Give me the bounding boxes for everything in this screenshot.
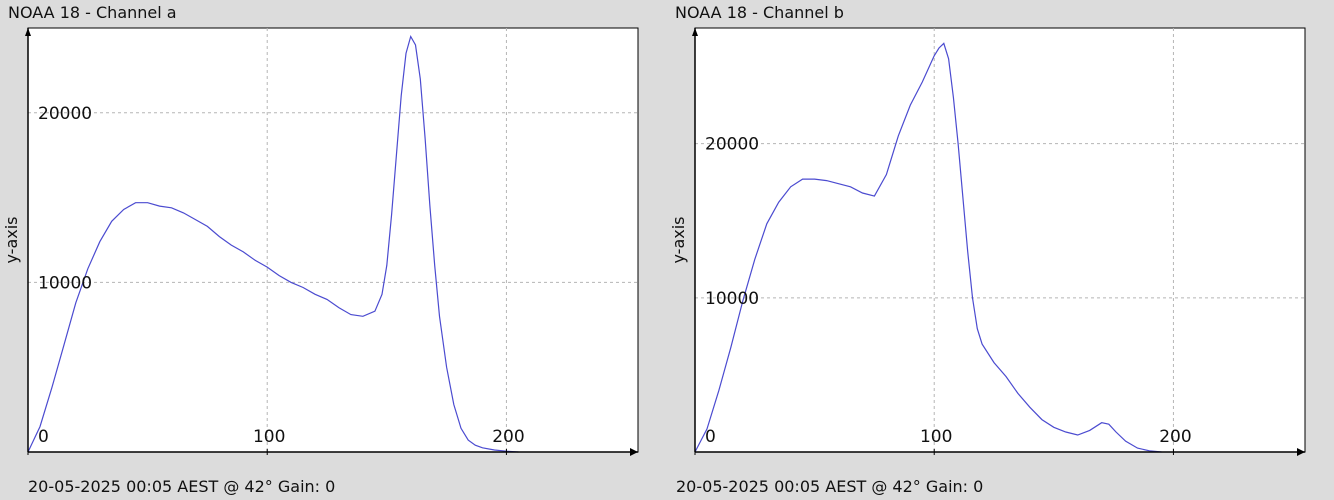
x-tick-label: 200 (1159, 427, 1191, 447)
y-axis-label: y-axis (669, 216, 688, 263)
chart-title: NOAA 18 - Channel a (8, 3, 177, 22)
y-tick-label: 20000 (38, 104, 92, 124)
chart-footer-timestamp: 20-05-2025 00:05 AEST @ 42° Gain: 0 (676, 477, 984, 496)
series-line (27, 34, 519, 453)
series-line (694, 42, 1162, 453)
y-axis-label: y-axis (2, 216, 21, 263)
y-tick-label: 10000 (705, 289, 759, 309)
x-axis-arrow-icon (630, 448, 638, 456)
chart-title: NOAA 18 - Channel b (675, 3, 844, 22)
chart-footer-timestamp: 20-05-2025 00:05 AEST @ 42° Gain: 0 (28, 477, 336, 496)
x-tick-label: 0 (705, 427, 716, 447)
x-tick-label: 100 (920, 427, 952, 447)
plot-area (27, 27, 639, 453)
y-tick-label: 10000 (38, 273, 92, 293)
x-tick-label: 100 (253, 427, 285, 447)
y-tick-label: 20000 (705, 135, 759, 155)
line-chart-channel-a: 0 100 200 10000 20000 y-axis (2, 27, 639, 456)
plot-area (694, 27, 1306, 453)
x-tick-label: 0 (38, 427, 49, 447)
y-axis-arrow-icon (25, 28, 31, 36)
x-tick-label: 200 (492, 427, 524, 447)
y-axis-arrow-icon (692, 28, 698, 36)
chart-panel-channel-a: NOAA 18 - Channel a 0 100 200 10000 20000 y-a… (2, 3, 639, 496)
x-axis-arrow-icon (1297, 448, 1305, 456)
chart-panel-channel-b: NOAA 18 - Channel b 0 100 200 10000 20000 y-a… (669, 3, 1306, 496)
